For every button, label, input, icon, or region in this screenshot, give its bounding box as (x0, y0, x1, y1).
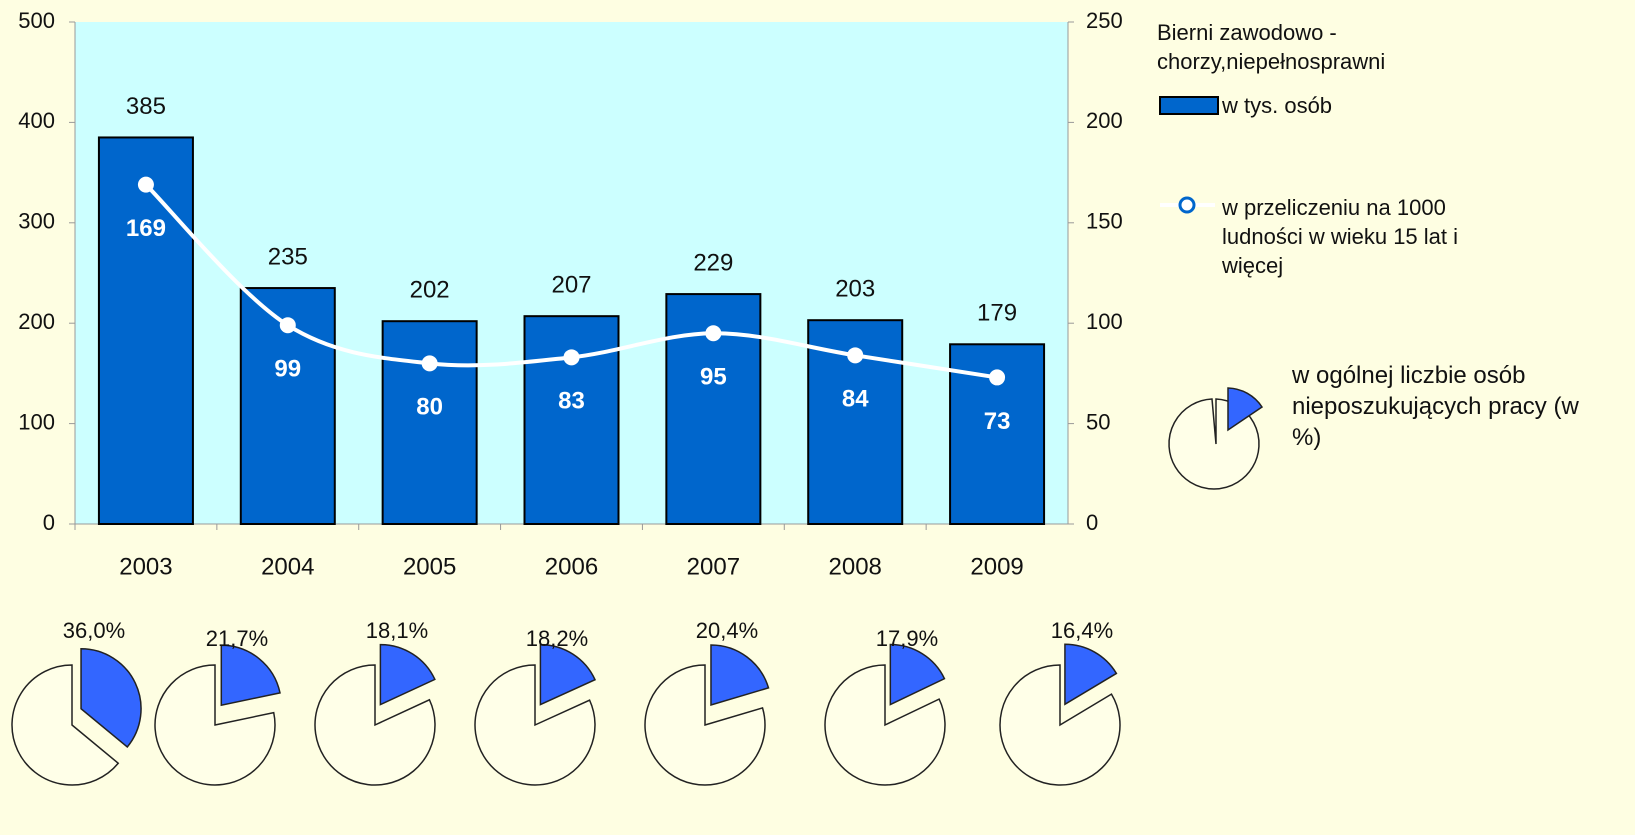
legend-pie (1168, 387, 1264, 490)
bar-value-label: 203 (835, 276, 875, 303)
bar (381, 320, 478, 525)
legend-bar-swatch (1159, 96, 1219, 115)
bar-value-label: 202 (410, 277, 450, 304)
x-tick-label: 2007 (687, 553, 740, 580)
pie-slice (1064, 643, 1118, 706)
line-value-label: 73 (984, 408, 1011, 435)
pie-rest (11, 664, 120, 786)
y-tick-label: 400 (18, 108, 55, 133)
pie-rest (154, 664, 276, 786)
x-tick-label: 2008 (829, 553, 882, 580)
y2-tick-label: 250 (1086, 8, 1123, 33)
pie-value-label: 21,7% (206, 626, 268, 651)
y-tick-label: 300 (18, 209, 55, 234)
line-value-label: 83 (558, 388, 585, 415)
y-tick-label: 500 (18, 8, 55, 33)
line-value-label: 80 (416, 394, 443, 421)
bar-value-label: 235 (268, 243, 308, 270)
bar-value-label: 207 (551, 272, 591, 299)
x-tick-label: 2003 (119, 553, 172, 580)
y-tick-label: 200 (18, 309, 55, 334)
y2-tick-label: 150 (1086, 209, 1123, 234)
y2-tick-label: 0 (1086, 510, 1098, 535)
legend-entry: w tys. osób (1222, 93, 1333, 118)
legend-entry: w przeliczeniu na 1000 ludności w wieku … (1222, 195, 1459, 278)
pie-value-label: 18,1% (366, 618, 428, 643)
x-tick-label: 2009 (970, 553, 1023, 580)
pie-rest (999, 664, 1121, 786)
pie-value-label: 17,9% (876, 626, 938, 651)
pie-rest (314, 664, 436, 786)
bar-value-label: 229 (693, 249, 733, 276)
line-marker (563, 349, 580, 366)
line-value-label: 169 (126, 215, 166, 242)
pie-rest (824, 664, 946, 786)
legend-line-marker (1178, 196, 1196, 214)
line-value-label: 95 (700, 364, 727, 391)
x-tick-label: 2005 (403, 553, 456, 580)
line-marker (705, 325, 722, 342)
bar (523, 315, 620, 525)
line-marker (989, 369, 1006, 386)
line-marker (279, 317, 296, 334)
y2-tick-label: 50 (1086, 409, 1110, 434)
pie-slice (539, 643, 597, 706)
x-tick-label: 2006 (545, 553, 598, 580)
y-tick-label: 0 (43, 510, 55, 535)
pie-value-label: 36,0% (63, 618, 125, 643)
pie-slice (710, 644, 770, 706)
bar-value-label: 179 (977, 300, 1017, 327)
line-marker (137, 176, 154, 193)
line-marker (421, 355, 438, 372)
y2-tick-label: 200 (1086, 108, 1123, 133)
pie-value-label: 18,2% (526, 626, 588, 651)
pie-rest (474, 664, 596, 786)
x-tick-label: 2004 (261, 553, 314, 580)
pie-slice (80, 647, 142, 749)
pie-slice (889, 643, 946, 706)
line-value-label: 99 (274, 356, 301, 383)
legend-entry: w ogólnej liczbie osób nieposzukujących … (1292, 362, 1579, 451)
bar (239, 287, 336, 525)
y-tick-label: 100 (18, 409, 55, 434)
pie-value-label: 16,4% (1051, 618, 1113, 643)
y2-tick-label: 100 (1086, 309, 1123, 334)
pie-value-label: 20,4% (696, 618, 758, 643)
pie-slice (379, 643, 436, 706)
line-marker (847, 347, 864, 364)
pie-slice (220, 644, 281, 707)
legend-title: Bierni zawodowo - chorzy,niepełnosprawni (1157, 20, 1386, 74)
bar-value-label: 385 (126, 93, 166, 120)
pie-rest (644, 664, 766, 786)
line-value-label: 84 (842, 386, 869, 413)
legend-pie-slice (1227, 387, 1264, 432)
bar (97, 136, 194, 526)
